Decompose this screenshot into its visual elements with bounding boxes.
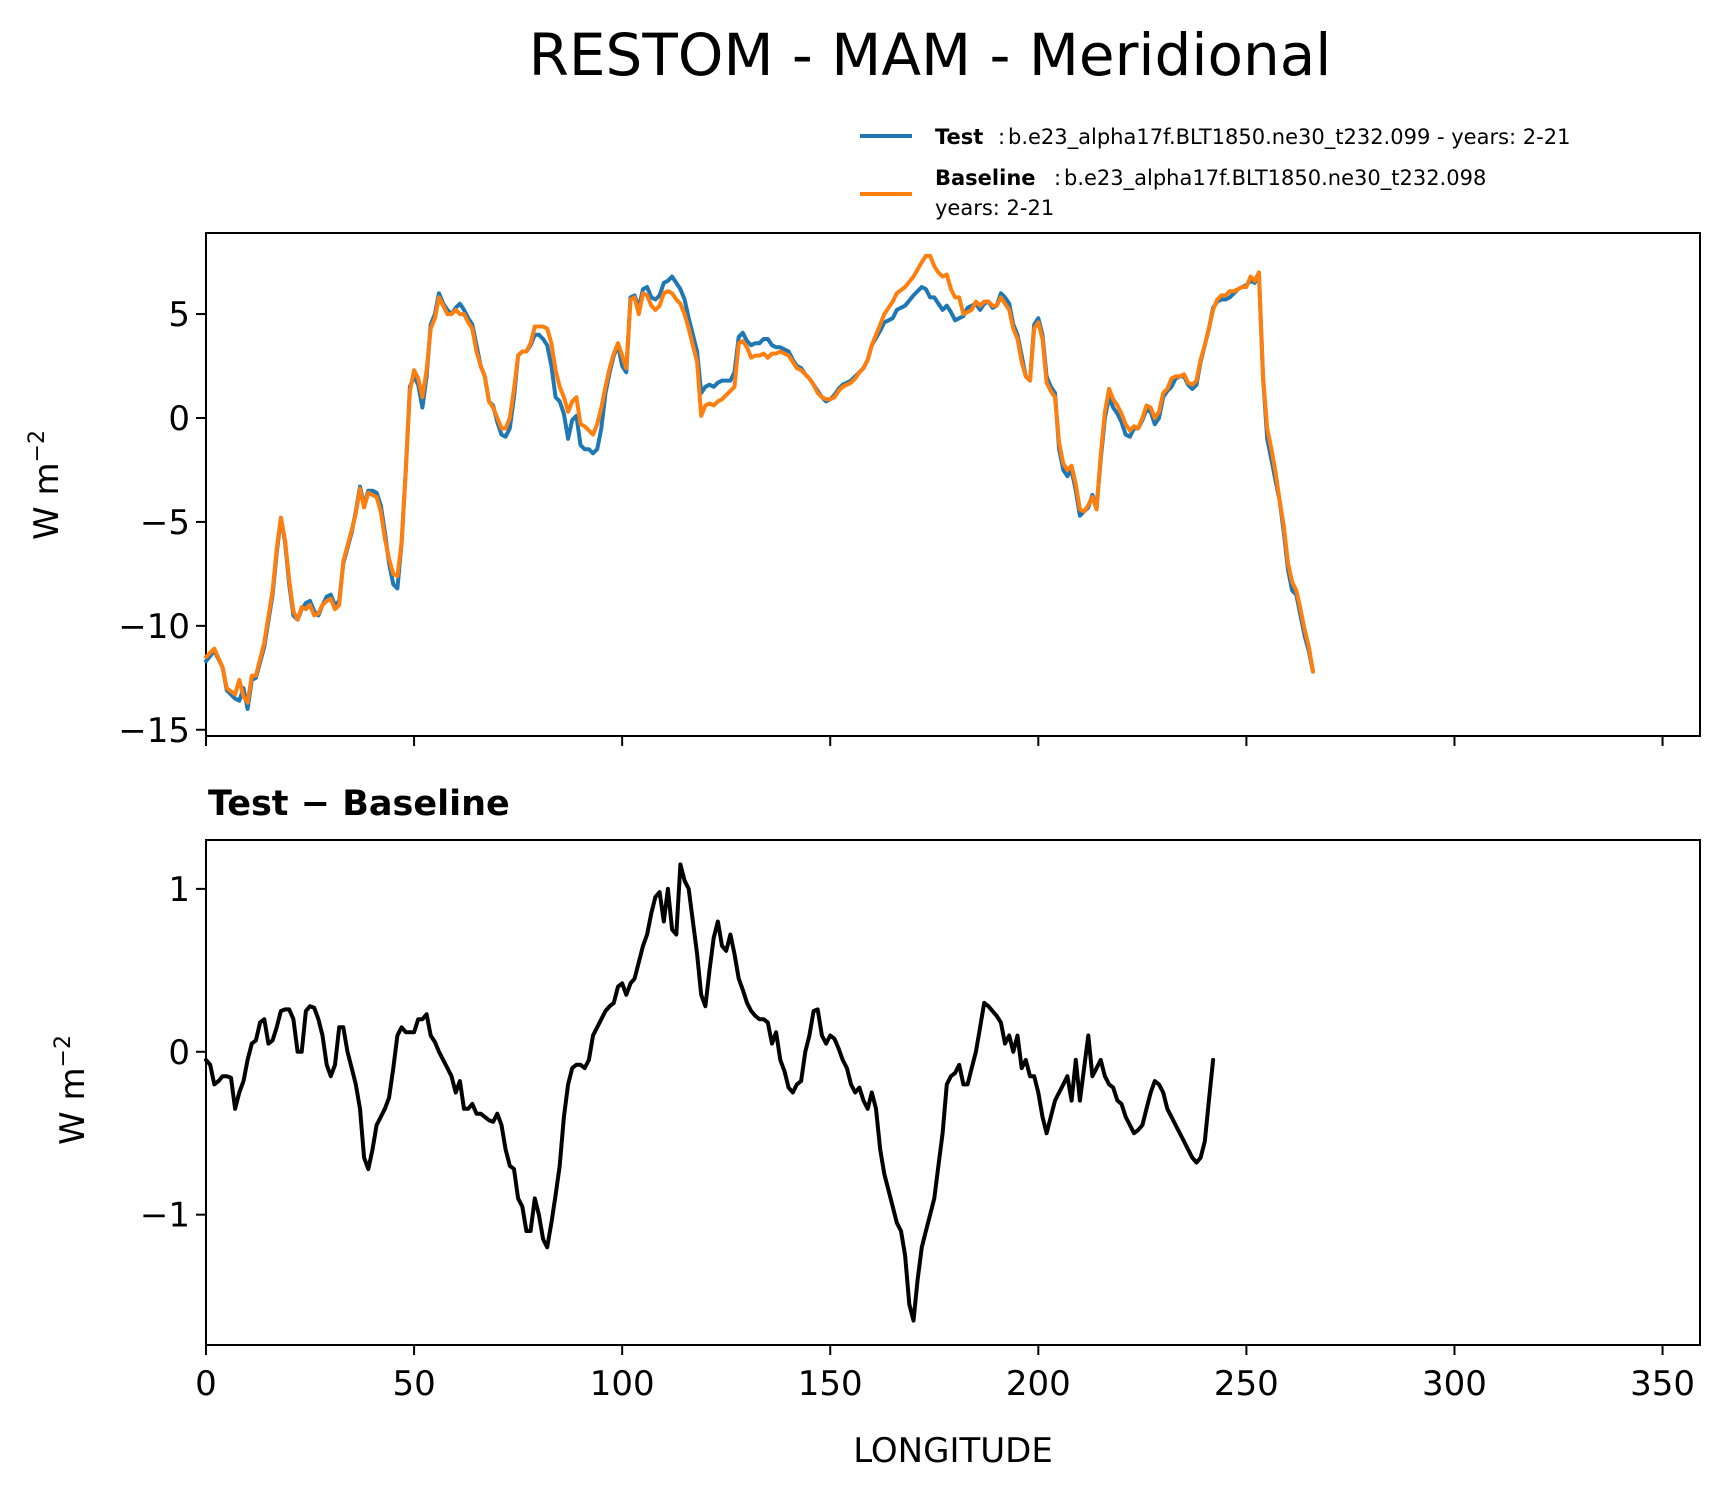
legend: Test : b.e23_alpha17f.BLT1850.ne30_t232.…	[860, 125, 1570, 220]
legend-baseline-text: b.e23_alpha17f.BLT1850.ne30_t232.098	[1064, 166, 1486, 191]
x-tick-label: 300	[1422, 1364, 1487, 1404]
x-tick-label: 0	[195, 1364, 217, 1404]
y-tick-label: −5	[140, 503, 190, 543]
top-y-label-exponent: −2	[25, 430, 50, 462]
bottom-panel: 1 0 −1 0 50 100 150 200 250 300 350 W m−2 LONGITU…	[51, 839, 1701, 1471]
x-tick-label: 200	[1006, 1364, 1071, 1404]
y-tick-label: 0	[168, 1033, 190, 1073]
legend-test-name: Test	[935, 125, 983, 149]
y-tick-label: 5	[168, 295, 190, 335]
top-y-ticks: 5 0 −5 −10 −15	[118, 295, 206, 751]
y-tick-label: −10	[118, 607, 190, 647]
bottom-axes-frame	[205, 839, 1701, 1346]
series-line-test-baseline	[204, 862, 1216, 1323]
top-y-label-base: W m	[27, 462, 67, 540]
y-tick-label: −1	[140, 1196, 190, 1236]
y-tick-label: 0	[168, 399, 190, 439]
x-tick-label: 350	[1630, 1364, 1695, 1404]
top-axes-frame	[205, 232, 1701, 737]
x-tick-label: 150	[798, 1364, 863, 1404]
x-tick-label: 250	[1214, 1364, 1279, 1404]
top-x-ticks	[205, 736, 1664, 746]
figure-title: RESTOM - MAM - Meridional	[529, 21, 1332, 89]
legend-baseline-name: Baseline	[935, 166, 1036, 190]
bottom-y-label-base: W m	[53, 1067, 93, 1145]
bottom-y-ticks: 1 0 −1	[140, 870, 206, 1236]
legend-baseline-text2: years: 2-21	[935, 196, 1054, 220]
difference-subtitle: Test − Baseline	[208, 784, 510, 824]
y-tick-label: −15	[118, 711, 190, 751]
top-panel: 5 0 −5 −10 −15 W m−2	[25, 232, 1701, 751]
bottom-series	[204, 862, 1216, 1323]
x-tick-label: 50	[392, 1364, 435, 1404]
series-line-baseline	[204, 253, 1315, 705]
top-series	[204, 253, 1315, 711]
legend-test-sep: :	[998, 125, 1005, 149]
bottom-y-label-exponent: −2	[51, 1035, 76, 1067]
bottom-y-axis-label: W m−2	[51, 1035, 93, 1145]
x-tick-label: 100	[590, 1364, 655, 1404]
legend-baseline-sep: :	[1054, 166, 1061, 190]
y-tick-label: 1	[168, 870, 190, 910]
x-axis-label: LONGITUDE	[853, 1431, 1053, 1471]
bottom-x-ticks: 0 50 100 150 200 250 300 350	[195, 1345, 1695, 1404]
top-y-axis-label: W m−2	[25, 430, 67, 540]
legend-test-text: b.e23_alpha17f.BLT1850.ne30_t232.099 - y…	[1008, 125, 1570, 150]
